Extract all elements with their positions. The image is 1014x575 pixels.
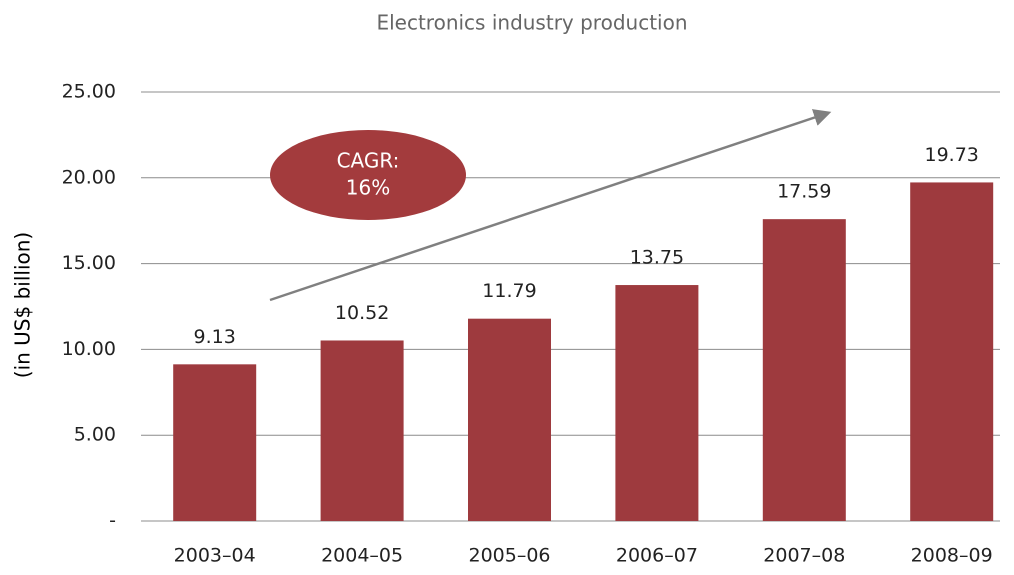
annotation-text: CAGR: [337, 149, 400, 173]
x-tick-label: 2003–04 [174, 545, 256, 567]
data-label: 11.79 [482, 280, 536, 302]
x-tick-label: 2005–06 [468, 545, 550, 567]
trend-arrow [269, 109, 832, 302]
bar [910, 182, 994, 521]
x-tick-label: 2008–09 [911, 545, 993, 567]
bar [615, 285, 699, 521]
chart-title: Electronics industry production [376, 11, 687, 35]
data-label: 13.75 [630, 247, 684, 269]
y-tick-label: 10.00 [62, 338, 116, 360]
y-axis-label: (in US$ billion) [11, 232, 35, 378]
data-label: 10.52 [335, 302, 389, 324]
bar [320, 340, 404, 521]
annotation-bubble [270, 130, 466, 220]
data-label: 9.13 [194, 326, 236, 348]
y-tick-label: - [109, 510, 116, 532]
x-tick-label: 2006–07 [616, 545, 698, 567]
y-tick-label: 15.00 [62, 252, 116, 274]
data-label: 19.73 [924, 144, 978, 166]
x-tick-label: 2007–08 [763, 545, 845, 567]
x-tick-label: 2004–05 [321, 545, 403, 567]
bar [468, 318, 551, 521]
y-tick-label: 20.00 [62, 166, 116, 188]
bar [173, 364, 257, 521]
y-tick-label: 5.00 [74, 424, 116, 446]
annotation-text: 16% [346, 176, 390, 200]
data-label: 17.59 [777, 181, 831, 203]
y-tick-label: 25.00 [62, 81, 116, 103]
bar [762, 219, 846, 522]
